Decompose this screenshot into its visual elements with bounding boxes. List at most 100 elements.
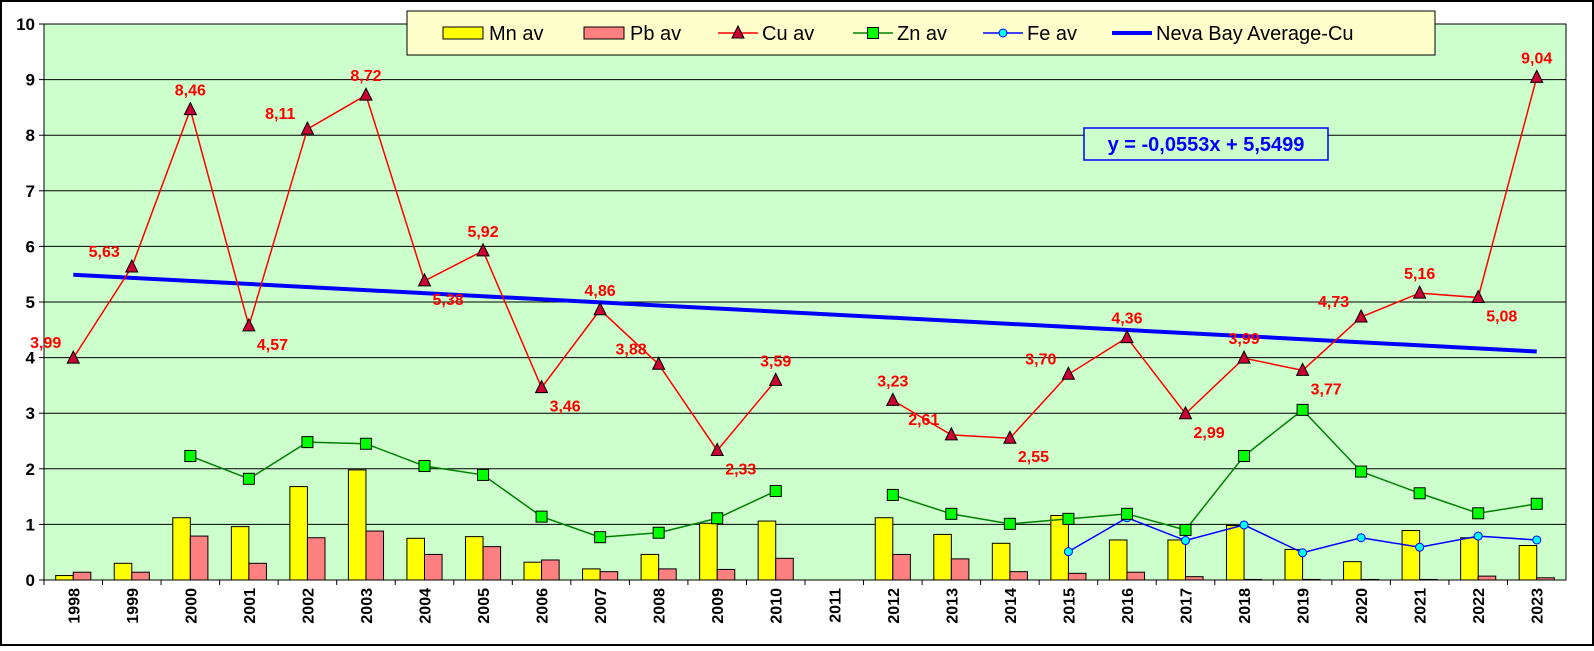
marker-zn-av	[184, 450, 197, 463]
bar-pb-av	[950, 558, 970, 581]
bar-mn-av	[230, 526, 250, 581]
marker-zn-av	[945, 507, 958, 520]
marker-cu-av	[1061, 366, 1076, 380]
bar-pb-av	[482, 546, 502, 581]
trend-equation: y = -0,0553x + 5,5499	[1083, 127, 1329, 161]
bar-pb-av	[72, 571, 92, 581]
marker-zn-av	[535, 510, 548, 523]
marker-zn-av	[301, 436, 314, 449]
marker-cu-av	[1529, 69, 1544, 83]
bar-pb-av	[1185, 576, 1204, 581]
bar-pb-av	[892, 553, 911, 581]
equation-box	[1083, 127, 1329, 161]
marker-zn-av	[1238, 450, 1251, 463]
bar-pb-av	[541, 559, 560, 581]
data-label-cu: 5,63	[89, 244, 120, 261]
x-tick-label: 2023	[1530, 588, 1547, 624]
x-tick-label: 2017	[1179, 588, 1196, 624]
bar-pb-av	[658, 568, 677, 581]
marker-cu-av	[300, 120, 315, 135]
marker-fe-av	[1473, 531, 1483, 541]
data-label-cu: 4,36	[1111, 311, 1142, 328]
y-tick-label: 6	[26, 237, 35, 256]
y-tick-label: 10	[16, 15, 35, 34]
marker-fe-av	[1181, 536, 1190, 546]
bar-mn-av	[1284, 548, 1304, 581]
bar-pb-av	[1126, 571, 1146, 581]
line-series	[66, 69, 1544, 558]
bar-pb-av	[1009, 571, 1028, 581]
bar-mn-av	[55, 575, 74, 581]
bar-mn-av	[1167, 539, 1187, 581]
bar-pb-av	[1302, 578, 1321, 581]
marker-cu-av	[1178, 405, 1193, 420]
bar-mn-av	[464, 536, 484, 581]
bar-pb-av	[131, 571, 150, 581]
data-label-cu: 3,23	[877, 373, 908, 390]
legend-label-pb-av: Pb av	[630, 23, 681, 45]
bar-pb-av	[1067, 572, 1087, 581]
x-tick-label: 2007	[593, 588, 610, 624]
bar-mn-av	[406, 537, 426, 581]
bar-pb-av	[1477, 575, 1497, 581]
equation-text: y = -0,0553x + 5,5499	[1108, 134, 1305, 156]
data-label-cu: 3,70	[1025, 351, 1056, 368]
x-tick-label: 2001	[242, 588, 259, 624]
bar-pb-av	[424, 553, 443, 581]
data-label-cu: 3,99	[30, 335, 61, 352]
marker-zn-av	[594, 531, 607, 544]
bar-mn-av	[289, 486, 308, 581]
bar-mn-av	[1225, 525, 1245, 581]
bar-mn-av	[991, 542, 1011, 581]
data-label-cu: 3,59	[760, 353, 791, 370]
data-label-cu: 8,72	[350, 68, 381, 85]
x-tick-label: 2000	[183, 588, 200, 624]
y-tick-label: 5	[26, 293, 35, 312]
marker-zn-av	[1413, 487, 1426, 500]
marker-zn-av	[418, 460, 431, 473]
x-tick-label: 2018	[1237, 588, 1254, 624]
legend-box	[406, 10, 1436, 56]
marker-cu-av	[183, 101, 198, 116]
marker-cu-av	[885, 392, 900, 406]
x-tick-label: 2008	[652, 588, 669, 624]
marker-cu-av	[1412, 284, 1427, 299]
marker-cu-av	[476, 242, 490, 257]
marker-zn-av	[1003, 517, 1016, 530]
legend-swatch-pb-av	[583, 26, 625, 40]
marker-zn-av	[1355, 465, 1368, 478]
data-label-cu: 5,16	[1404, 266, 1435, 283]
x-tick-label: 2020	[1354, 588, 1371, 624]
bar-pb-av	[365, 530, 385, 581]
data-label-cu: 3,88	[616, 341, 647, 358]
data-label-cu: 5,08	[1486, 309, 1517, 326]
x-tick-label: 2004	[418, 588, 435, 624]
x-tick-label: 2022	[1471, 588, 1488, 624]
marker-zn-av	[711, 512, 724, 525]
marker-fe-av	[1415, 542, 1425, 552]
data-label-cu: 2,55	[1018, 449, 1049, 466]
x-tick-label: 2010	[769, 588, 786, 624]
y-tick-label: 8	[26, 126, 35, 145]
bar-mn-av	[523, 561, 543, 581]
data-label-cu: 3,99	[1228, 331, 1259, 348]
bar-pb-av	[306, 537, 326, 581]
legend-label-mn-av: Mn av	[489, 23, 543, 45]
x-tick-label: 2013	[944, 588, 961, 624]
marker-cu-av	[593, 301, 607, 316]
bar-mn-av	[113, 562, 133, 581]
data-label-cu: 4,86	[585, 283, 616, 300]
marker-cu-av	[768, 372, 783, 386]
x-tick-label: 1998	[66, 588, 83, 624]
marker-cu-av	[1471, 289, 1486, 304]
marker-fe-av	[1532, 535, 1542, 545]
x-tick-label: 2014	[1003, 588, 1020, 624]
legend-label-cu-av: Cu av	[762, 23, 814, 45]
bar-mn-av	[1108, 539, 1128, 581]
marker-zn-av	[1472, 507, 1485, 520]
bar-mn-av	[699, 522, 718, 581]
marker-cu-av	[359, 87, 373, 101]
data-label-cu: 2,99	[1194, 425, 1225, 442]
bar-pb-av	[1360, 578, 1380, 581]
